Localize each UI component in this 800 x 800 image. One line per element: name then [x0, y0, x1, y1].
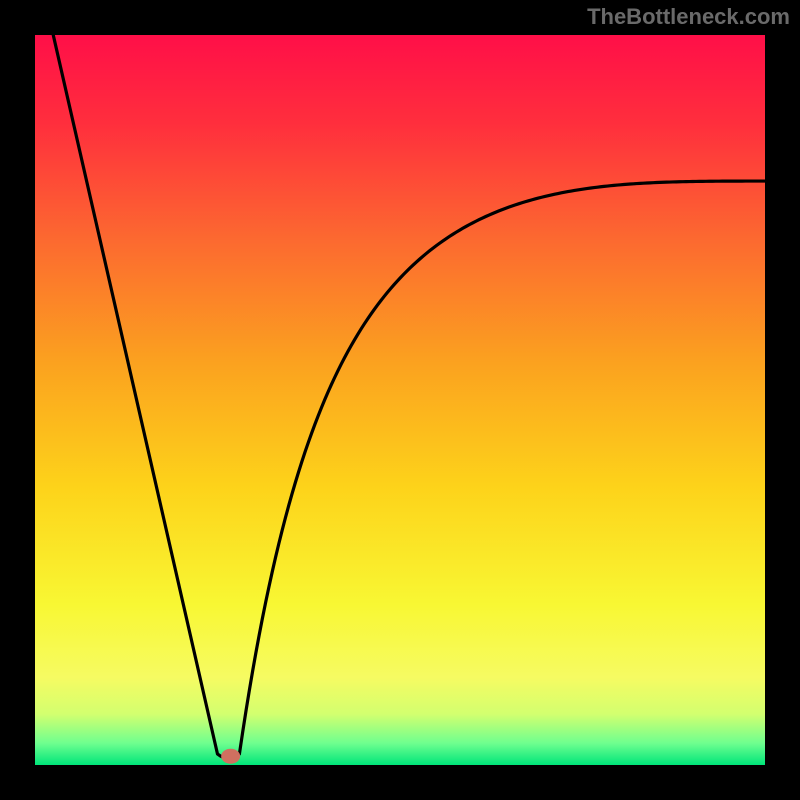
watermark-text: TheBottleneck.com: [587, 4, 790, 30]
bottleneck-chart-svg: [0, 0, 800, 800]
plot-background: [35, 35, 765, 765]
chart-container: TheBottleneck.com: [0, 0, 800, 800]
optimal-point-marker: [222, 749, 240, 763]
